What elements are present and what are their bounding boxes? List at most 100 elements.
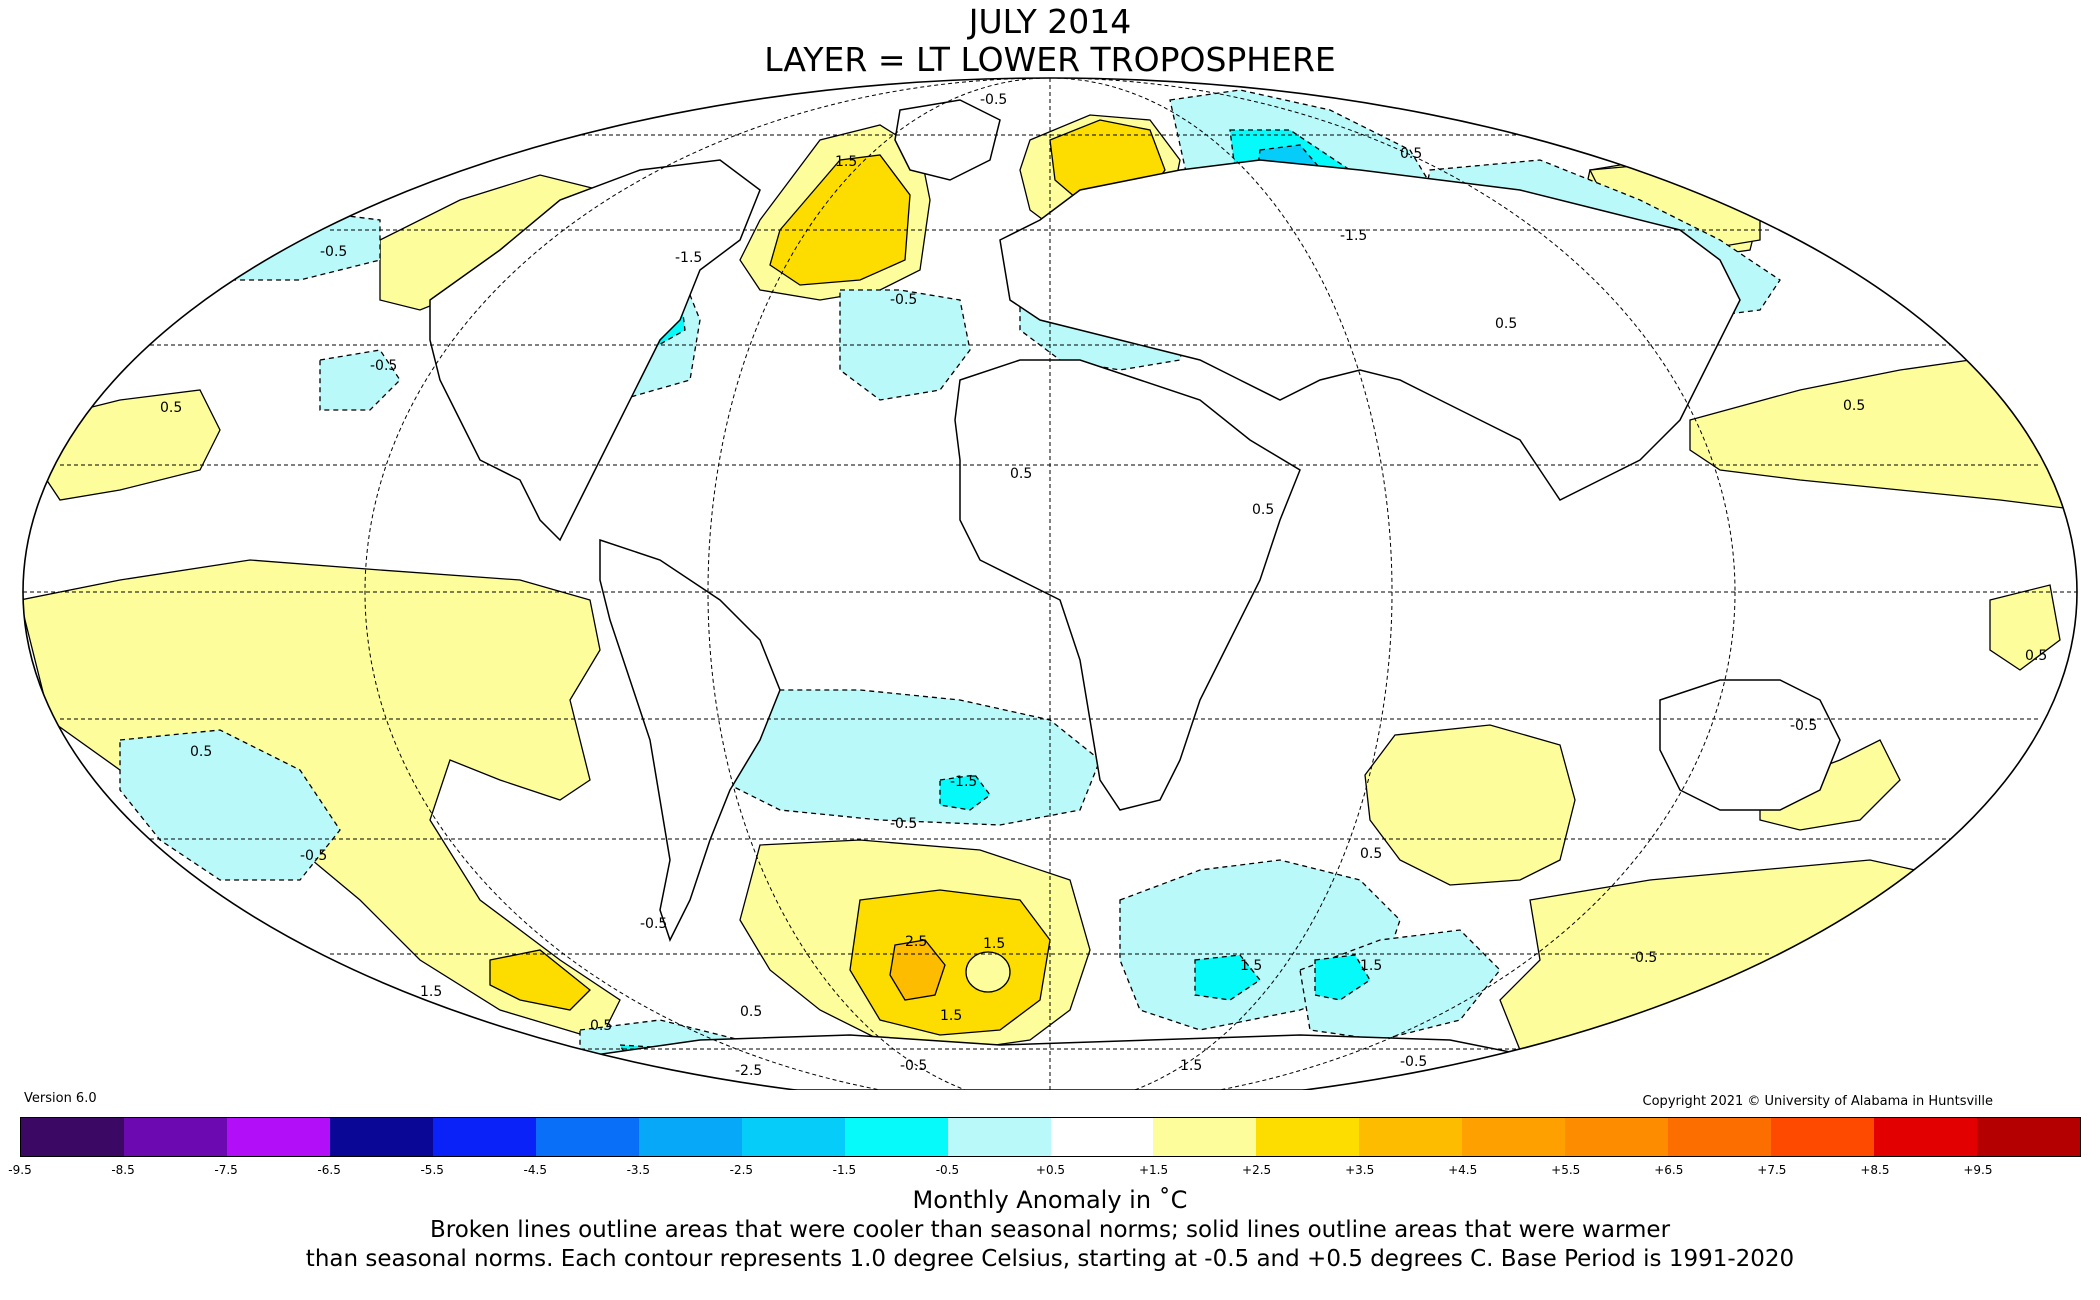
map-subtitle: LAYER = LT LOWER TROPOSPHERE — [764, 40, 1336, 79]
anomaly-map: -0.5 0.5 1.5 -1.5 -0.5 -0.5 0.5 0.5 -1.5… — [22, 77, 2078, 1090]
colorbar-tick-label: -3.5 — [626, 1163, 651, 1177]
contour-label: -0.5 — [370, 358, 397, 374]
cool-region-north-atlantic-mid — [839, 289, 971, 401]
contour-label: 1.5 — [940, 1008, 962, 1024]
colorbar-segment — [1565, 1118, 1669, 1156]
colorbar-segment — [21, 1118, 124, 1156]
warm-region-east-asia-pacific — [1689, 349, 2077, 511]
contour-label: 0.5 — [190, 744, 212, 760]
colorbar-tick-label: +6.5 — [1654, 1163, 1684, 1177]
australia — [1659, 679, 1841, 811]
colorbar-segment — [1668, 1118, 1772, 1156]
colorbar-segment — [329, 1118, 433, 1156]
contour-label: 0.5 — [1360, 846, 1382, 862]
colorbar-tick-label: +3.5 — [1345, 1163, 1375, 1177]
contour-label: -0.5 — [980, 92, 1007, 108]
colorbar-tick-label: -2.5 — [729, 1163, 754, 1177]
colorbar-tick-label: -0.5 — [935, 1163, 960, 1177]
contour-label: 0.5 — [2025, 648, 2047, 664]
warm-peak-south-atlantic — [889, 939, 946, 1001]
colorbar-segment — [535, 1118, 639, 1156]
colorbar — [20, 1117, 2081, 1157]
contour-label: -0.5 — [300, 848, 327, 864]
colorbar-tick-label: +5.5 — [1551, 1163, 1581, 1177]
colorbar-segment — [432, 1118, 536, 1156]
colorbar-tick-label: +0.5 — [1035, 1163, 1066, 1177]
colorbar-tick-label: +4.5 — [1448, 1163, 1478, 1177]
contour-label: -0.5 — [640, 916, 667, 932]
colorbar-tick-label: -4.5 — [523, 1163, 547, 1177]
colorbar-tick-label: -6.5 — [317, 1163, 341, 1177]
colorbar-ticks: -9.5 -8.5 -7.5 -6.5 -5.5 -4.5 -3.5 -2.5 -1.5 -0.5… — [8, 1163, 2081, 1179]
colorbar-tick-label: +8.5 — [1860, 1163, 1890, 1177]
africa — [954, 359, 1301, 811]
greenland — [894, 99, 1001, 181]
colorbar-segment — [1050, 1118, 1154, 1156]
colorbar-segment — [1977, 1118, 2081, 1156]
note-line-2: than seasonal norms. Each contour repres… — [305, 1246, 1795, 1272]
contour-label: 0.5 — [1843, 398, 1865, 414]
contour-label: -0.5 — [890, 816, 917, 832]
contour-label: -0.5 — [1400, 1054, 1427, 1070]
colorbar-tick-label: +2.5 — [1242, 1163, 1272, 1177]
colorbar-segment — [1874, 1118, 1978, 1156]
version-label: Version 6.0 — [24, 1091, 97, 1106]
colorbar-segment — [1771, 1118, 1875, 1156]
cool-region-south-pacific-west — [119, 729, 341, 881]
colorbar-tick-label: -9.5 — [8, 1163, 32, 1177]
warm-core-greenland — [769, 154, 911, 286]
colorbar-tick-label: +1.5 — [1138, 1163, 1169, 1177]
cool-core-south-atlantic — [939, 774, 991, 811]
copyright-label: Copyright 2021 © University of Alabama i… — [1642, 1094, 1993, 1109]
meridian-ellipse-outer — [364, 78, 1736, 1090]
contour-label: -0.5 — [890, 292, 917, 308]
contour-label: -1.5 — [950, 774, 977, 790]
colorbar-segment — [1256, 1118, 1360, 1156]
warm-region-southwest-pacific — [1759, 739, 1901, 831]
contour-label: 0.5 — [1252, 502, 1274, 518]
cool-region-pacific-northwest — [319, 349, 401, 411]
contour-label: -0.5 — [1790, 718, 1817, 734]
contour-label: 0.5 — [590, 1018, 612, 1034]
colorbar-segment — [844, 1118, 948, 1156]
globe-outline — [22, 77, 2078, 1090]
contour-label: 0.5 — [740, 1004, 762, 1020]
colorbar-segment — [123, 1118, 227, 1156]
contour-label: 1.5 — [835, 154, 857, 170]
colorbar-unit-label: Monthly Anomaly in ˚C — [912, 1186, 1188, 1214]
meridian-ellipse-inner — [707, 78, 1393, 1090]
cool-core-southern-ocean-2 — [1314, 954, 1371, 1001]
colorbar-tick-label: -7.5 — [214, 1163, 238, 1177]
contour-label: -0.5 — [1630, 950, 1657, 966]
contour-label: 1.5 — [983, 936, 1005, 952]
colorbar-segment — [741, 1118, 845, 1156]
warm-region-tropical-west — [1989, 584, 2061, 671]
colorbar-tick-label: -5.5 — [420, 1163, 444, 1177]
contour-label: -0.5 — [900, 1058, 927, 1074]
contour-label: 0.5 — [1400, 146, 1422, 162]
colorbar-segment — [1153, 1118, 1257, 1156]
note-line-1: Broken lines outline areas that were coo… — [429, 1217, 1671, 1243]
cool-core-southern-ocean-1 — [1194, 954, 1261, 1001]
south-america — [599, 538, 781, 942]
colorbar-segment — [1462, 1118, 1566, 1156]
warm-core-south-atlantic — [849, 889, 1051, 1036]
colorbar-segment — [1359, 1118, 1463, 1156]
contour-label: 0.5 — [1010, 466, 1032, 482]
colorbar-tick-label: -8.5 — [111, 1163, 135, 1177]
warm-core-southeast-pacific — [489, 949, 591, 1011]
contour-label: 0.5 — [160, 400, 182, 416]
warm-hole — [965, 951, 1011, 993]
colorbar-tick-label: -1.5 — [832, 1163, 857, 1177]
contour-label: 0.5 — [1495, 316, 1517, 332]
contour-label: -2.5 — [735, 1063, 762, 1079]
colorbar-segment — [638, 1118, 742, 1156]
colorbar-tick-label: +9.5 — [1963, 1163, 1993, 1177]
contour-label: -1.5 — [675, 250, 702, 266]
colorbar-segment — [947, 1118, 1051, 1156]
contour-label: 1.5 — [1360, 958, 1382, 974]
colorbar-tick-label: +7.5 — [1757, 1163, 1787, 1177]
contour-label: 2.5 — [905, 934, 927, 950]
contour-label: 1.5 — [1180, 1058, 1202, 1074]
contour-label: -0.5 — [320, 244, 347, 260]
